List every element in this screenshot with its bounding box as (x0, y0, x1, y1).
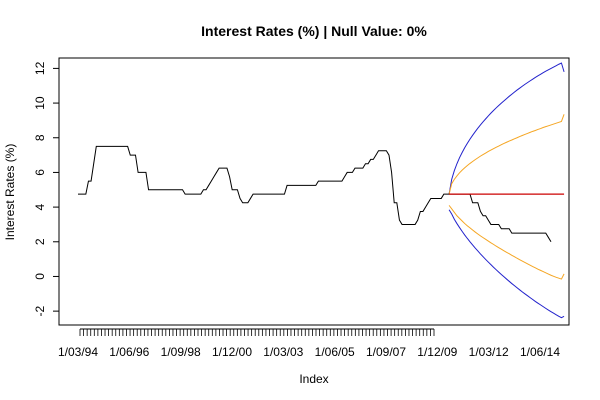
x-tick-label: 1/09/07 (366, 345, 406, 359)
y-tick-label: -2 (33, 305, 47, 316)
x-tick-label: 1/03/94 (58, 345, 98, 359)
inner-band-lower-line (448, 205, 565, 280)
x-tick-label: 1/06/96 (109, 345, 149, 359)
x-tick-label: 1/12/09 (417, 345, 457, 359)
history-line (78, 145, 552, 243)
x-tick-label: 1/12/00 (212, 345, 252, 359)
inner-band-upper-line (448, 114, 565, 195)
y-tick-label: 6 (33, 169, 47, 176)
x-tick-label: 1/03/03 (263, 345, 303, 359)
y-tick-label: 4 (33, 203, 47, 210)
x-axis: 1/03/94 1/06/96 1/09/98 1/12/00 1/03/03 1/06/… (58, 328, 560, 359)
y-tick-label: 2 (33, 238, 47, 245)
x-tick-label: 1/06/14 (520, 345, 560, 359)
y-tick-label: 8 (33, 134, 47, 141)
y-tick-label: 10 (33, 96, 47, 110)
x-tick-label: 1/06/05 (315, 345, 355, 359)
y-axis: -2 0 2 4 6 8 10 12 (33, 61, 59, 316)
y-tick-label: 12 (33, 61, 47, 75)
series-layer (78, 62, 565, 319)
x-axis-label: Index (299, 372, 328, 386)
x-tick-label: 1/03/12 (469, 345, 509, 359)
x-tick-label: 1/09/98 (161, 345, 201, 359)
plot-frame (58, 57, 570, 326)
outer-band-lower-line (448, 209, 565, 319)
chart-title: Interest Rates (%) | Null Value: 0% (201, 23, 427, 39)
y-axis-label: Interest Rates (%) (3, 144, 17, 241)
y-tick-label: 0 (33, 273, 47, 280)
outer-band-upper-line (448, 62, 565, 195)
